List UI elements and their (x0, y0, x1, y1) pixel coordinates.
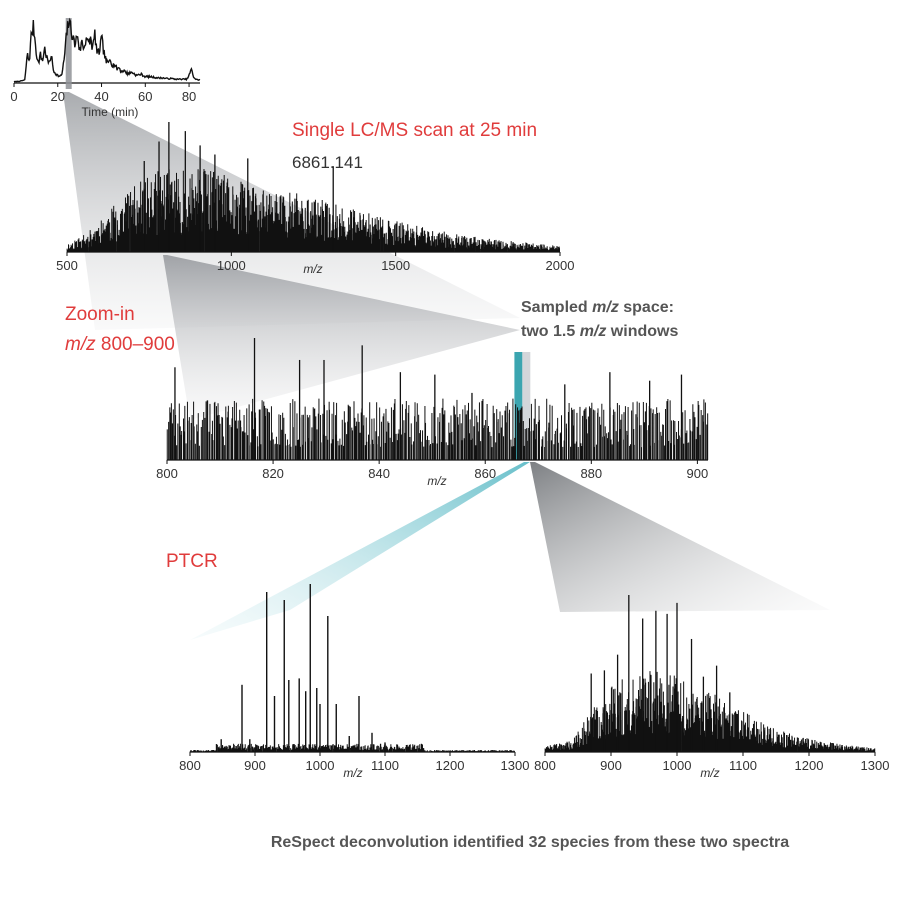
panel-ptcr-window-2: 800 900 1000 1100 1200 1300 m/z (534, 595, 889, 780)
scan-title: Single LC/MS scan at 25 min (292, 120, 537, 141)
ptcr1-tick-label: 1100 (371, 758, 399, 773)
ptcr2-tick-label: 1100 (729, 758, 757, 773)
sampled-line2-b: windows (606, 323, 678, 340)
panel-ptcr-window-1: 800 900 1000 1100 1200 1300 m/z (179, 584, 529, 780)
zoom-title-range: 800–900 (96, 334, 175, 355)
lc-tick-label: 80 (182, 89, 196, 104)
panel-lc-chromatogram: 0 20 40 60 80 Time (min) (10, 17, 201, 119)
zoom-title-mz: m/z (65, 334, 96, 355)
sampled-line1-a: Sampled (521, 299, 592, 316)
caption: ReSpect deconvolution identified 32 spec… (271, 834, 789, 851)
zoom-tick-label: 840 (368, 466, 390, 481)
zoom-title-line2: m/z 800–900 (65, 334, 175, 355)
scan-peaks (66, 169, 560, 252)
lc-trace (13, 17, 201, 83)
ptcr2-x-label: m/z (700, 766, 719, 780)
sampled-line1-b: space: (619, 299, 674, 316)
ptcr1-tick-label: 900 (244, 758, 266, 773)
sampled-window-2 (522, 352, 531, 460)
lc-highlight-band (65, 18, 72, 89)
zoom-title-line1: Zoom-in (65, 304, 135, 325)
panel-full-scan: 500 1000 1500 2000 m/z (56, 122, 574, 276)
sampled-line1: Sampled m/z space: (521, 299, 674, 316)
lc-tick-label: 20 (51, 89, 65, 104)
zoom-peaks (166, 398, 709, 460)
lc-x-label: Time (min) (82, 105, 139, 119)
ptcr2-tick-label: 1200 (795, 758, 824, 773)
ptcr2-tick-label: 900 (600, 758, 622, 773)
ptcr-label: PTCR (166, 551, 218, 572)
lc-tick-label: 0 (10, 89, 17, 104)
ptcr2-tick-label: 1300 (861, 758, 890, 773)
scan-tick-label: 1500 (381, 258, 410, 273)
zoom-wedge-teal (190, 462, 530, 640)
ptcr2-peaks (544, 671, 876, 752)
zoom-tick-label: 800 (156, 466, 178, 481)
lc-tick-label: 60 (138, 89, 152, 104)
sampled-line2: two 1.5 m/z windows (521, 323, 678, 340)
ptcr1-x-label: m/z (343, 766, 362, 780)
scan-tick-label: 1000 (217, 258, 246, 273)
scan-tick-label: 2000 (546, 258, 575, 273)
zoom-wedge-scan (163, 255, 520, 420)
sampled-line2-a: two 1.5 (521, 323, 580, 340)
sampled-line1-mz: m/z (592, 299, 619, 316)
zoom-wedge-grey (530, 462, 830, 612)
zoom-tick-label: 880 (580, 466, 602, 481)
ptcr1-baseline (189, 743, 515, 752)
zoom-x-label: m/z (427, 474, 446, 488)
lc-tick-label: 40 (94, 89, 108, 104)
ptcr1-tick-label: 1300 (501, 758, 530, 773)
ptcr2-tick-label: 1000 (663, 758, 692, 773)
peak-label: 6861.141 (292, 153, 363, 172)
scan-tick-label: 500 (56, 258, 78, 273)
zoom-tick-label: 820 (262, 466, 284, 481)
panel-zoom-800-900: 800 820 840 860 880 900 m/z (156, 338, 708, 488)
ptcr2-tick-label: 800 (534, 758, 556, 773)
sampled-line2-mz: m/z (580, 323, 607, 340)
zoom-tick-label: 860 (474, 466, 496, 481)
ptcr1-tick-label: 800 (179, 758, 201, 773)
scan-x-label: m/z (303, 262, 322, 276)
ptcr1-tick-label: 1200 (436, 758, 465, 773)
sampled-window-1 (514, 352, 523, 460)
ptcr1-tick-label: 1000 (306, 758, 335, 773)
zoom-tick-label: 900 (687, 466, 709, 481)
